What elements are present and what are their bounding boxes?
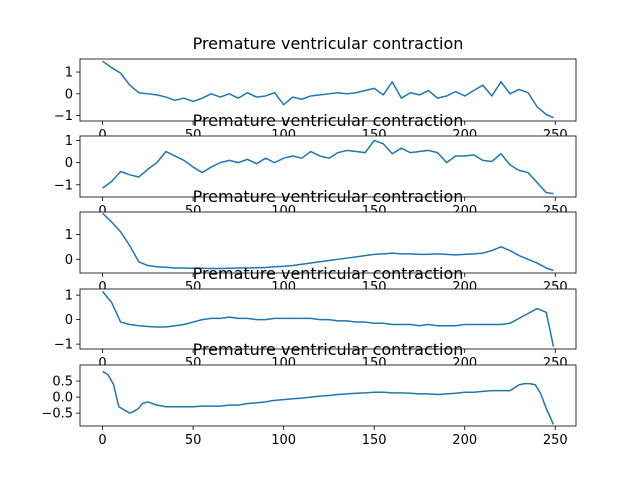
chart-title: Premature ventricular contraction <box>193 340 464 359</box>
x-tick-label: 250 <box>543 433 568 448</box>
plot-area <box>79 135 577 198</box>
y-tick-label: 0.5 <box>52 375 73 390</box>
chart-title: Premature ventricular contraction <box>193 111 464 130</box>
x-tick-label: 150 <box>362 433 387 448</box>
plot-area <box>79 58 577 122</box>
series-line <box>102 139 554 195</box>
series-line <box>102 212 554 272</box>
x-tick-label: 200 <box>452 433 477 448</box>
y-tick-label: 0 <box>65 156 73 171</box>
x-tick-label: 0 <box>98 433 106 448</box>
x-tick-label: 0 <box>98 128 106 143</box>
y-tick-label: 1 <box>65 289 73 304</box>
y-tick-label: 0 <box>65 253 73 268</box>
y-tick-label: 0.0 <box>52 391 73 406</box>
subplot-5: −0.50.00.5 0 50 100 150 200 250 <box>41 364 577 448</box>
y-tick-label: 1 <box>65 134 73 149</box>
chart-title: Premature ventricular contraction <box>193 34 464 53</box>
chart-title: Premature ventricular contraction <box>193 187 464 206</box>
series-line <box>101 290 555 347</box>
y-tick-label: 0 <box>65 87 73 102</box>
y-tick-label: 0 <box>65 313 73 328</box>
plot-area <box>79 211 577 274</box>
x-tick-label: 0 <box>98 356 106 371</box>
x-tick-label: 0 <box>98 280 106 295</box>
y-tick-label: −1 <box>54 178 73 193</box>
series-line <box>102 60 554 119</box>
x-tick-label: 0 <box>98 204 106 219</box>
x-tick-label: 50 <box>185 433 202 448</box>
y-tick-label: −0.5 <box>41 407 73 422</box>
y-tick-label: 1 <box>65 66 73 81</box>
x-tick-label: 100 <box>271 433 296 448</box>
y-tick-label: −1 <box>54 338 73 353</box>
chart-title: Premature ventricular contraction <box>193 264 464 283</box>
y-tick-label: −1 <box>54 109 73 124</box>
series-line <box>102 370 555 425</box>
y-tick-label: 1 <box>65 228 73 243</box>
